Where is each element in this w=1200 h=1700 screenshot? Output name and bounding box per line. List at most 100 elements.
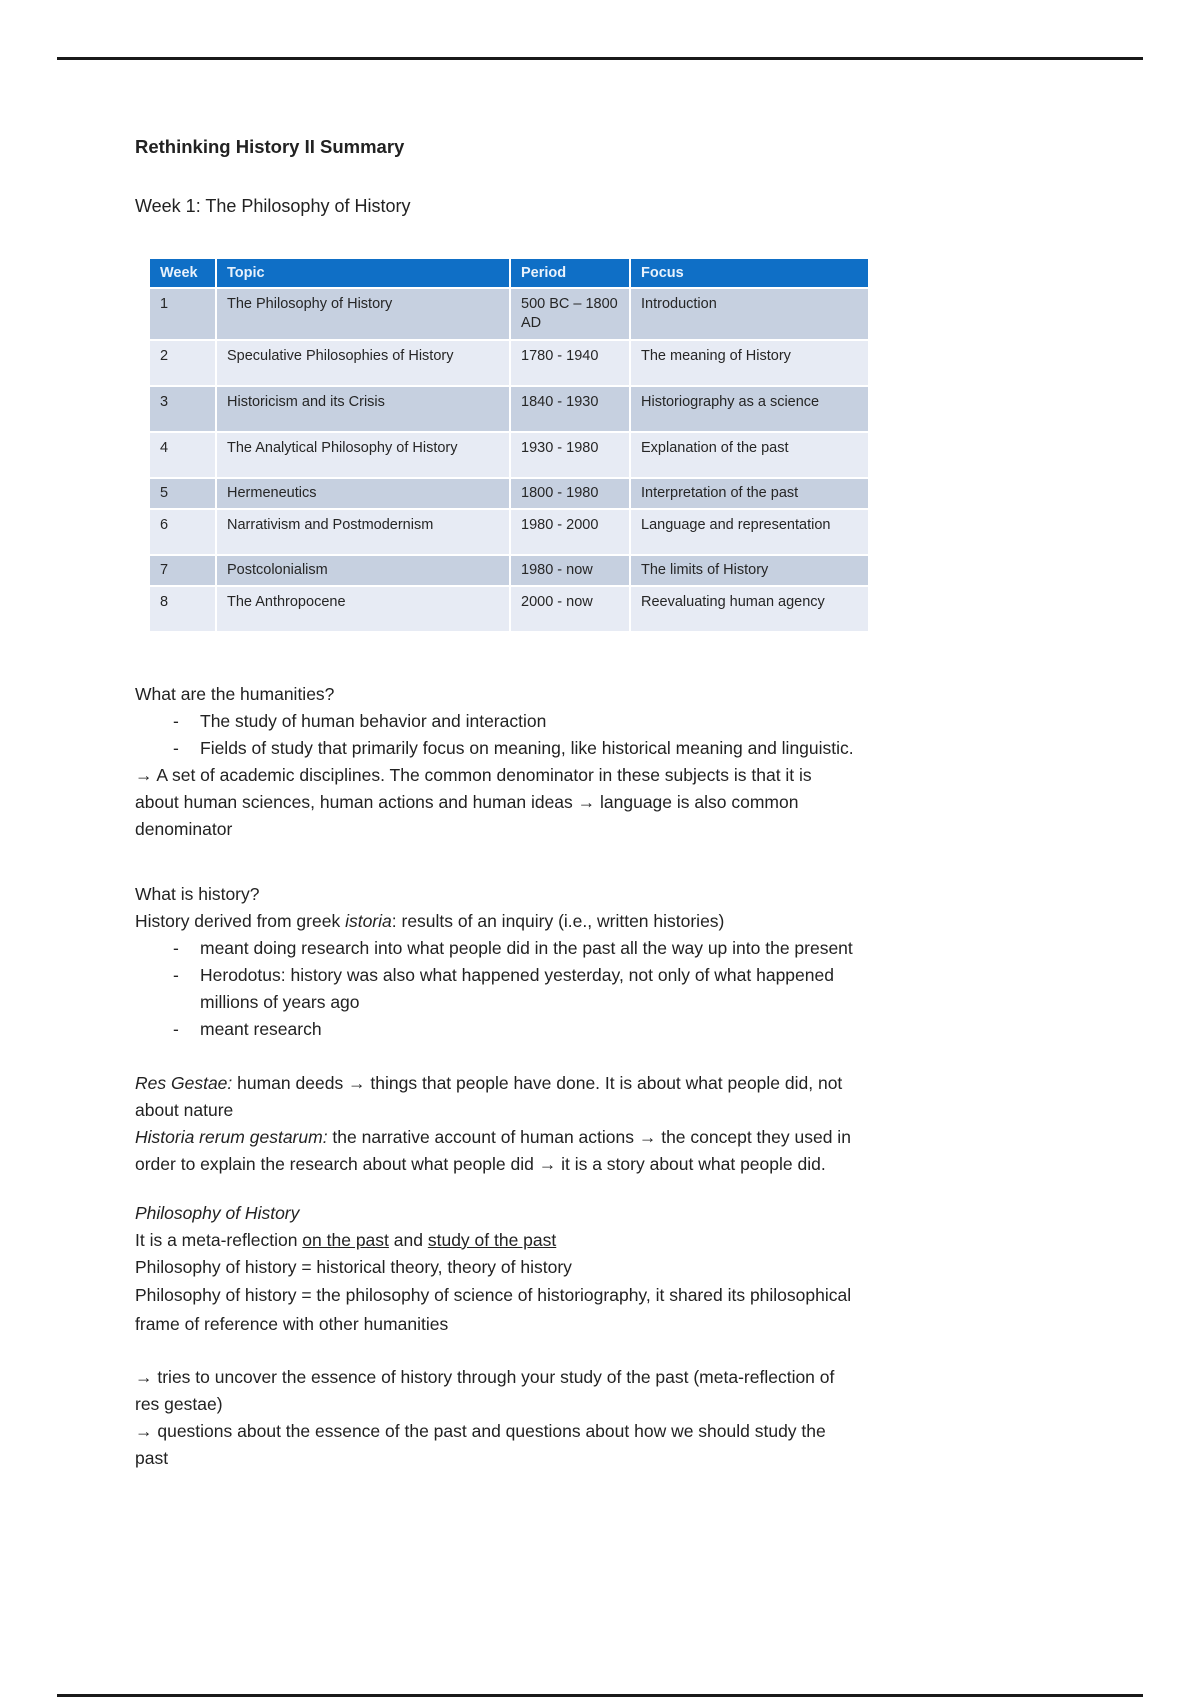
history-intro-line: History derived from greek istoria: resu… [135, 908, 1095, 935]
cell-focus: Introduction [631, 289, 868, 339]
historia-text: the narrative account of human actions →… [327, 1127, 851, 1147]
table-row: 5 Hermeneutics 1800 - 1980 Interpretatio… [150, 479, 868, 508]
cell-period: 1800 - 1980 [511, 479, 629, 508]
table-row: 3 Historicism and its Crisis 1840 - 1930… [150, 387, 868, 431]
historia-paragraph: Historia rerum gestarum: the narrative a… [135, 1124, 1095, 1178]
res-gestae-term: Res Gestae: [135, 1073, 233, 1093]
bullet-text-line: millions of years ago [200, 992, 360, 1012]
cell-focus: Historiography as a science [631, 387, 868, 431]
paragraph-line: order to explain the research about what… [135, 1154, 826, 1174]
cell-topic: Postcolonialism [217, 556, 509, 585]
cell-period: 1980 - 2000 [511, 510, 629, 554]
table-row: 1 The Philosophy of History 500 BC – 180… [150, 289, 868, 339]
paragraph-line: Philosophy of history = the philosophy o… [135, 1285, 852, 1305]
paragraph-line: about human sciences, human actions and … [135, 792, 799, 812]
paragraph-line: about nature [135, 1100, 234, 1120]
col-header-focus: Focus [631, 259, 868, 287]
col-header-week: Week [150, 259, 215, 287]
history-bullet-2: - Herodotus: history was also what happe… [135, 962, 1095, 1016]
paragraph-line: → A set of academic disciplines. The com… [135, 765, 812, 785]
document-title: Rethinking History II Summary [135, 136, 405, 157]
intro-pre: History derived from greek [135, 911, 346, 931]
cell-period: 2000 - now [511, 587, 629, 631]
cell-focus: The meaning of History [631, 341, 868, 385]
meta-mid: and [388, 1230, 428, 1250]
cell-topic: Narrativism and Postmodernism [217, 510, 509, 554]
table-row: 8 The Anthropocene 2000 - now Reevaluati… [150, 587, 868, 631]
cell-period: 1780 - 1940 [511, 341, 629, 385]
history-bullet-3: - meant research [135, 1016, 1095, 1043]
cell-week: 4 [150, 433, 215, 477]
intro-post: : results of an inquiry (i.e., written h… [391, 911, 725, 931]
cell-period: 1930 - 1980 [511, 433, 629, 477]
res-gestae-text: human deeds → things that people have do… [232, 1073, 843, 1093]
cell-focus: Interpretation of the past [631, 479, 868, 508]
history-bullet-1: - meant doing research into what people … [135, 935, 1095, 962]
cell-week: 1 [150, 289, 215, 339]
cell-topic: Hermeneutics [217, 479, 509, 508]
cell-topic: The Analytical Philosophy of History [217, 433, 509, 477]
col-header-period: Period [511, 259, 629, 287]
intro-italic-term: istoria [345, 911, 392, 931]
humanities-arrow-paragraph: → A set of academic disciplines. The com… [135, 762, 1095, 843]
philosophy-equation-1: Philosophy of history = historical theor… [135, 1257, 572, 1277]
cell-topic: The Philosophy of History [217, 289, 509, 339]
cell-week: 5 [150, 479, 215, 508]
cell-week: 3 [150, 387, 215, 431]
page-top-rule [57, 57, 1143, 60]
table-row: 4 The Analytical Philosophy of History 1… [150, 433, 868, 477]
cell-focus: Explanation of the past [631, 433, 868, 477]
col-header-topic: Topic [217, 259, 509, 287]
bullet-dash: - [173, 711, 179, 731]
cell-period: 500 BC – 1800 AD [511, 289, 629, 339]
cell-week: 7 [150, 556, 215, 585]
cell-focus: Language and representation [631, 510, 868, 554]
bullet-text: The study of human behavior and interact… [200, 711, 547, 731]
meta-reflection-line: It is a meta-reflection on the past and … [135, 1227, 1095, 1254]
cell-week: 2 [150, 341, 215, 385]
cell-period: 1840 - 1930 [511, 387, 629, 431]
paragraph-line: frame of reference with other humanities [135, 1314, 449, 1334]
cell-week: 8 [150, 587, 215, 631]
bullet-text: meant doing research into what people di… [200, 938, 853, 958]
conclusion-arrow-1: → tries to uncover the essence of histor… [135, 1364, 1095, 1418]
weeks-overview-table: Week Topic Period Focus 1 The Philosophy… [148, 257, 870, 633]
cell-focus: Reevaluating human agency [631, 587, 868, 631]
cell-period: 1980 - now [511, 556, 629, 585]
history-question: What is history? [135, 884, 260, 904]
paragraph-line: past [135, 1448, 169, 1468]
cell-topic: Speculative Philosophies of History [217, 341, 509, 385]
bullet-text-line: Herodotus: history was also what happene… [200, 965, 834, 985]
paragraph-line: → tries to uncover the essence of histor… [135, 1367, 835, 1387]
paragraph-line: res gestae) [135, 1394, 223, 1414]
underlined-phrase: study of the past [427, 1230, 557, 1250]
paragraph-line: Res Gestae: human deeds → things that pe… [135, 1070, 1095, 1097]
paragraph-line: → questions about the essence of the pas… [135, 1421, 826, 1441]
bullet-text: meant research [200, 1019, 322, 1039]
bullet-dash: - [173, 1019, 179, 1039]
cell-week: 6 [150, 510, 215, 554]
table-row: 2 Speculative Philosophies of History 17… [150, 341, 868, 385]
philosophy-heading: Philosophy of History [135, 1203, 300, 1223]
bullet-dash: - [173, 738, 179, 758]
week-section-heading: Week 1: The Philosophy of History [135, 196, 411, 216]
cell-topic: The Anthropocene [217, 587, 509, 631]
bullet-dash: - [173, 965, 179, 985]
table-header-row: Week Topic Period Focus [150, 259, 868, 287]
page-content: Rethinking History II Summary Week 1: Th… [135, 136, 1095, 1472]
cell-focus: The limits of History [631, 556, 868, 585]
paragraph-line: Historia rerum gestarum: the narrative a… [135, 1124, 1095, 1151]
historia-term: Historia rerum gestarum: [135, 1127, 328, 1147]
humanities-bullet-2: - Fields of study that primarily focus o… [135, 735, 1095, 762]
table-row: 6 Narrativism and Postmodernism 1980 - 2… [150, 510, 868, 554]
meta-pre: It is a meta-reflection [135, 1230, 303, 1250]
res-gestae-paragraph: Res Gestae: human deeds → things that pe… [135, 1070, 1095, 1124]
bullet-text: Fields of study that primarily focus on … [200, 738, 854, 758]
cell-topic: Historicism and its Crisis [217, 387, 509, 431]
humanities-bullet-1: - The study of human behavior and intera… [135, 708, 1095, 735]
conclusion-arrow-2: → questions about the essence of the pas… [135, 1418, 1095, 1472]
philosophy-equation-2: Philosophy of history = the philosophy o… [135, 1281, 1095, 1339]
paragraph-line: denominator [135, 819, 233, 839]
table-row: 7 Postcolonialism 1980 - now The limits … [150, 556, 868, 585]
